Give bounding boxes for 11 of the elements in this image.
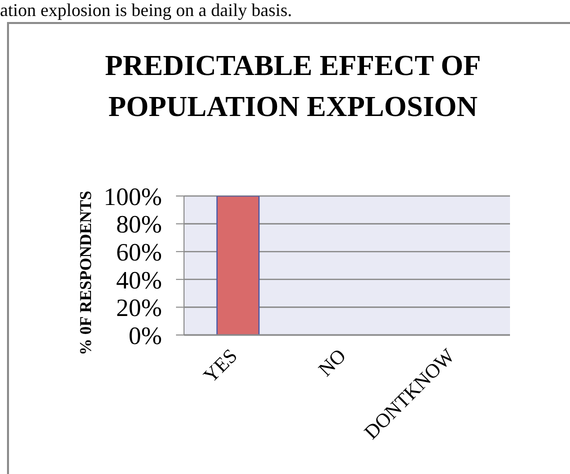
x-tick-label: NO <box>314 344 351 381</box>
y-tick-label: 0% <box>128 322 162 350</box>
y-tick-label: 20% <box>116 295 162 322</box>
y-axis-title: % 0F RESPONDENTS <box>76 190 96 356</box>
y-tick-label: 60% <box>116 239 162 266</box>
y-tick-label: 40% <box>116 267 162 294</box>
y-tick-label: 100% <box>104 184 162 211</box>
y-tick-label: 80% <box>116 212 162 239</box>
x-tick-label: YES <box>200 344 242 388</box>
chart-title: PREDICTABLE EFFECT OF POPULATION EXPLOSION <box>104 49 482 125</box>
text: ation explosion is being on a daily basis. <box>0 0 292 21</box>
